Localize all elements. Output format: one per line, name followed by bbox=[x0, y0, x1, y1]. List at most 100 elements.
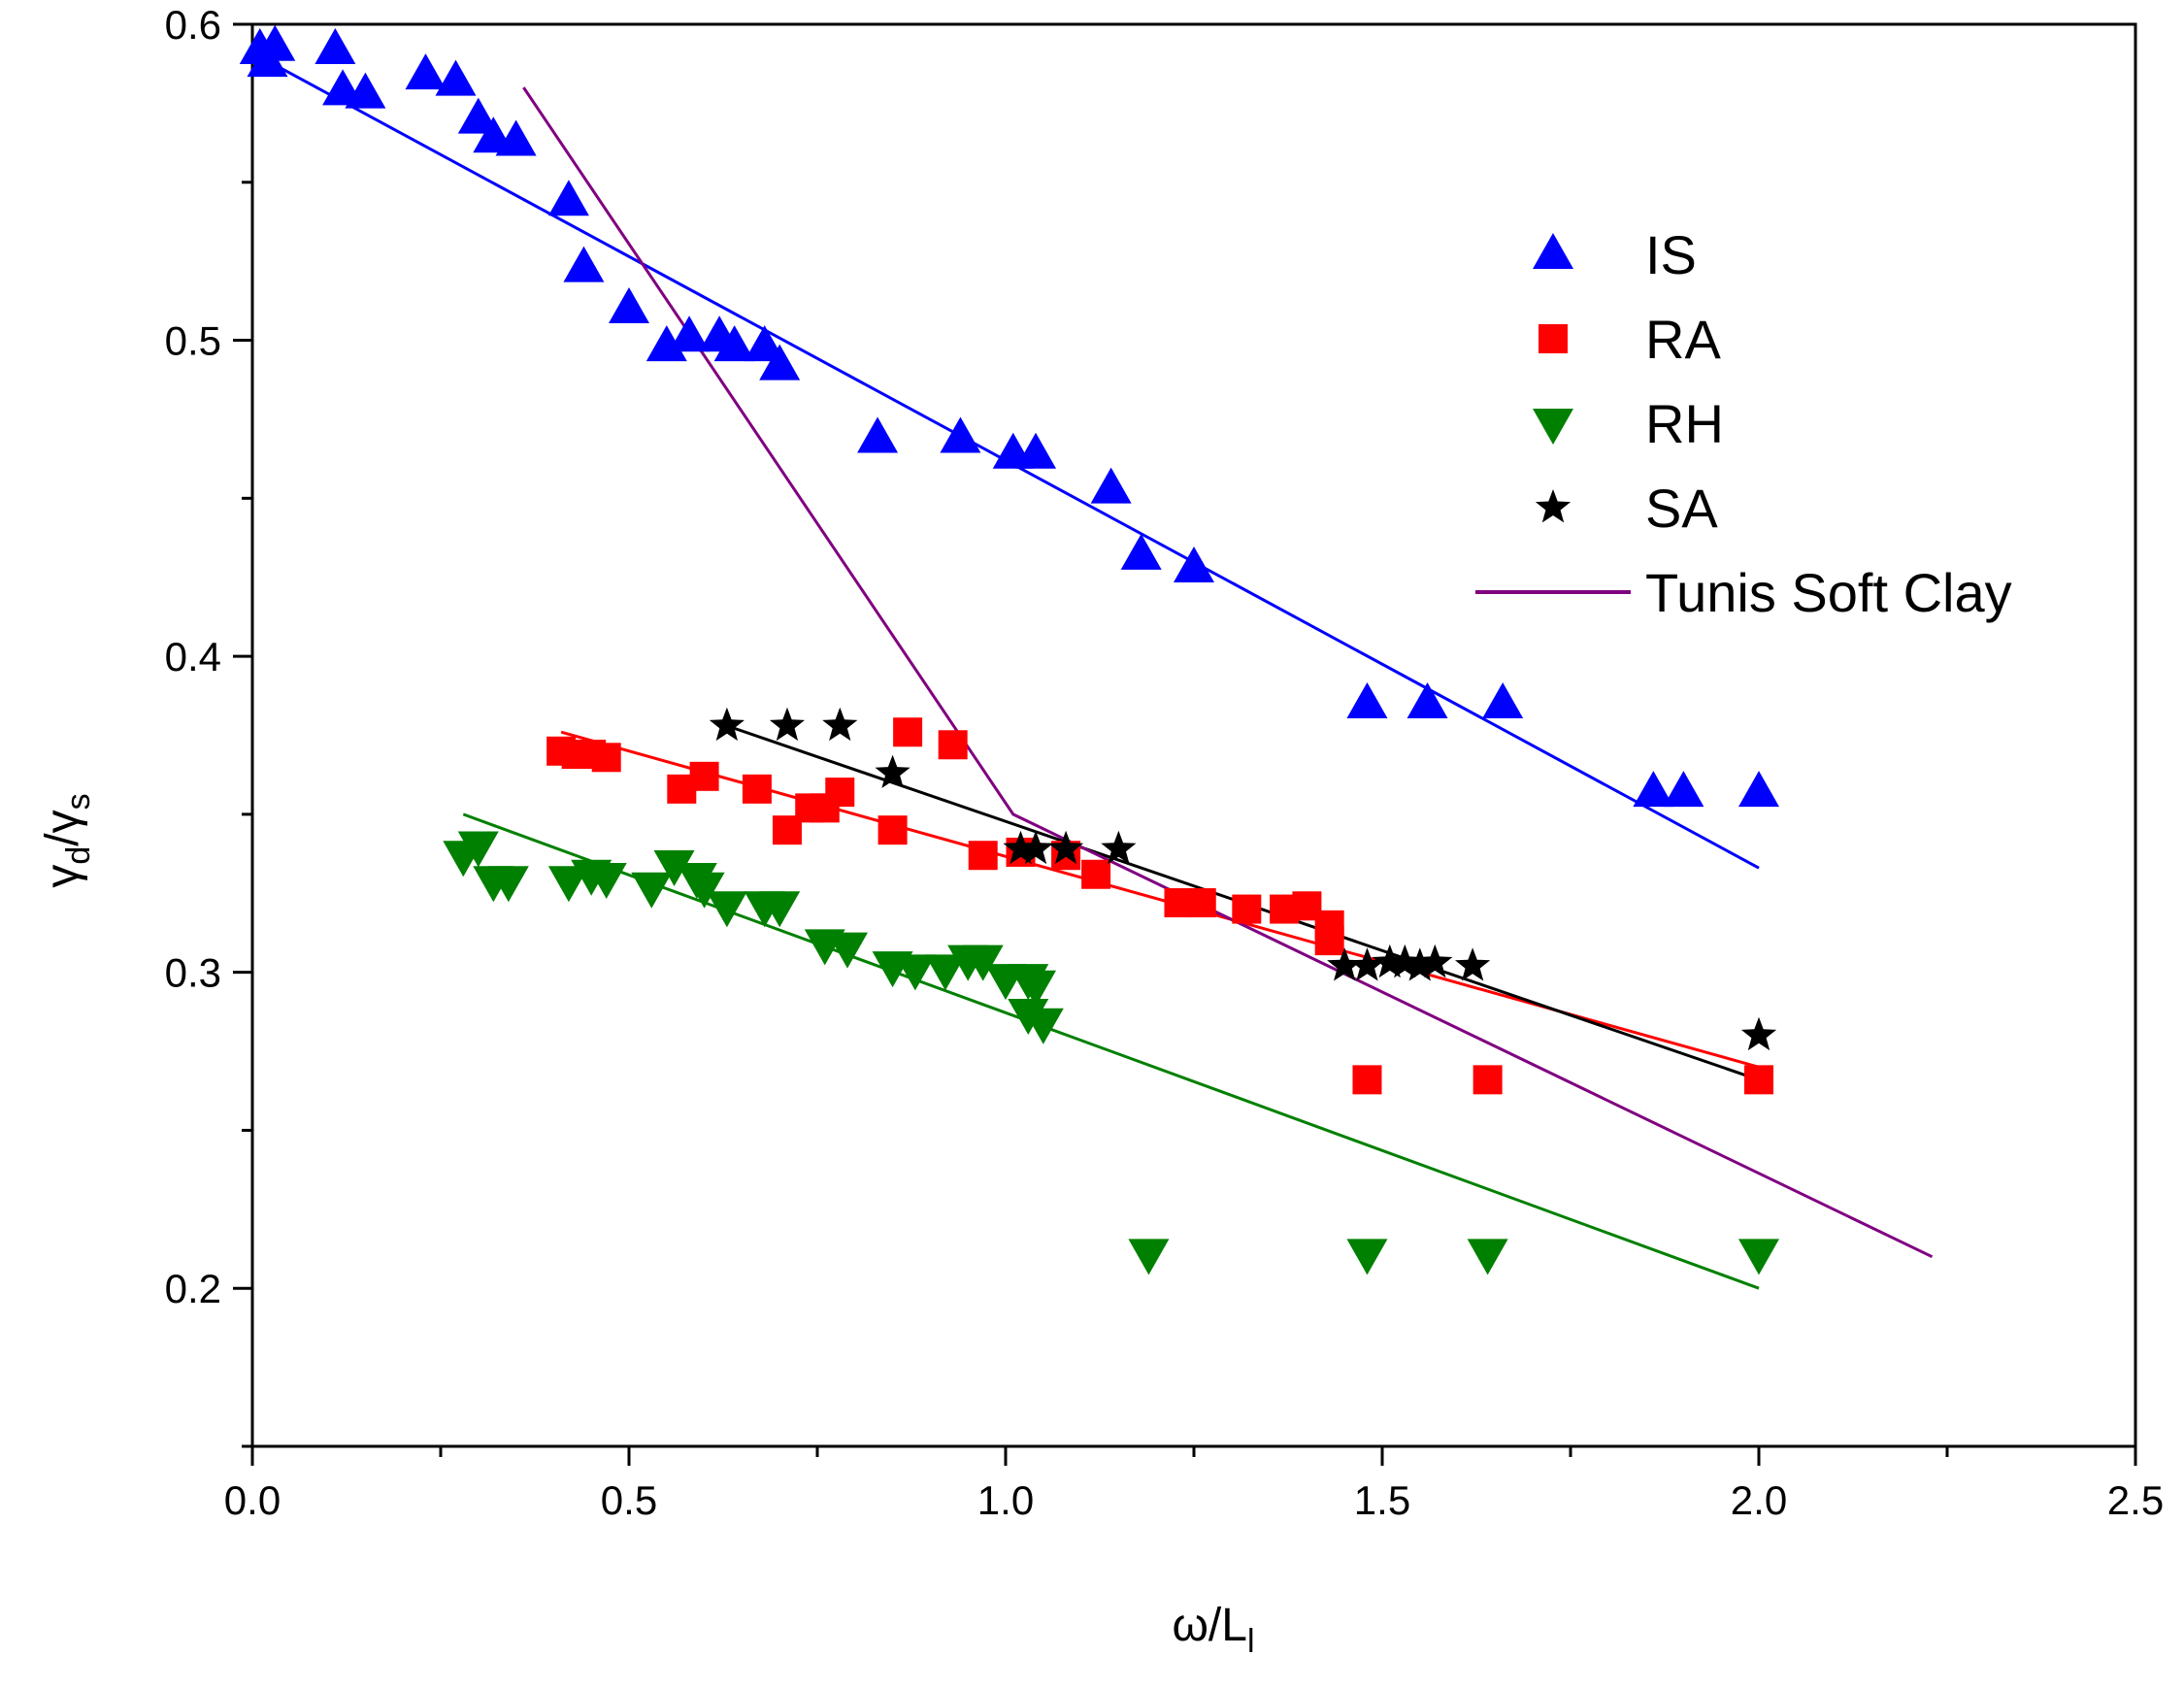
legend-item-rh: RH bbox=[1533, 393, 1724, 454]
sa-point bbox=[1455, 947, 1491, 981]
is-point bbox=[1738, 771, 1779, 808]
y-tick-label: 0.4 bbox=[165, 634, 221, 679]
y-axis-title: γd/γs bbox=[37, 793, 97, 887]
is-point bbox=[1346, 681, 1388, 718]
ra-point bbox=[1473, 1065, 1503, 1095]
x-tick-label: 0.0 bbox=[224, 1477, 281, 1523]
is-point bbox=[1015, 432, 1057, 469]
rh-point bbox=[653, 849, 695, 886]
plot-frame bbox=[250, 22, 2137, 1448]
rh-point bbox=[1128, 1239, 1170, 1275]
is-point bbox=[645, 325, 687, 362]
legend-label: SA bbox=[1645, 478, 1718, 539]
ra-point bbox=[1081, 859, 1111, 889]
is-point bbox=[1120, 533, 1162, 570]
rh-point bbox=[962, 944, 1004, 981]
ra-point bbox=[893, 717, 923, 747]
sa-point bbox=[1417, 944, 1453, 978]
sa-point bbox=[1003, 830, 1039, 865]
rh-point bbox=[1467, 1239, 1508, 1275]
ra-point bbox=[591, 743, 621, 773]
data-markers bbox=[239, 24, 1779, 1275]
rh-point bbox=[1022, 1008, 1064, 1044]
sa-point bbox=[1740, 1016, 1777, 1051]
ra-point bbox=[689, 761, 719, 791]
is-point bbox=[1090, 467, 1132, 504]
is-point bbox=[254, 24, 296, 61]
is-point bbox=[1482, 681, 1524, 718]
is-point bbox=[563, 246, 605, 282]
y-tick-label: 0.6 bbox=[165, 2, 221, 48]
is-point bbox=[669, 315, 711, 352]
is-point bbox=[435, 59, 477, 96]
rh-point bbox=[457, 831, 499, 868]
is-point bbox=[405, 53, 447, 90]
legend-item-is: IS bbox=[1533, 224, 1697, 285]
is-point bbox=[1663, 771, 1704, 808]
legend-label: RH bbox=[1645, 393, 1724, 454]
sa-point bbox=[1101, 830, 1137, 865]
sa-point bbox=[1372, 944, 1407, 978]
ra-point bbox=[968, 841, 998, 871]
legend-swatch bbox=[1533, 409, 1573, 445]
sa-point bbox=[1048, 830, 1084, 865]
sa-point bbox=[875, 754, 910, 788]
is-point bbox=[744, 325, 785, 362]
sa-point bbox=[822, 707, 858, 742]
ra-point bbox=[877, 815, 908, 845]
is-point bbox=[495, 119, 537, 156]
y-tick-label: 0.5 bbox=[165, 318, 221, 364]
legend-swatch bbox=[1539, 324, 1568, 353]
x-tick-label: 2.5 bbox=[2107, 1477, 2164, 1523]
ra-point bbox=[1186, 888, 1216, 918]
rh-point bbox=[827, 932, 869, 969]
is-point bbox=[713, 325, 755, 362]
legend-label: Tunis Soft Clay bbox=[1645, 562, 2012, 623]
is-point bbox=[457, 97, 499, 134]
rh-point bbox=[1738, 1239, 1779, 1275]
ra-point bbox=[938, 730, 968, 760]
rh-point bbox=[1346, 1239, 1388, 1275]
rh-point bbox=[1015, 970, 1057, 1007]
y-tick-label: 0.3 bbox=[165, 950, 221, 996]
is-point bbox=[1633, 771, 1674, 808]
legend-item-ra: RA bbox=[1539, 309, 1721, 370]
rh-point bbox=[683, 872, 725, 909]
is-point bbox=[1406, 681, 1448, 718]
is-point bbox=[314, 28, 356, 65]
is-point bbox=[345, 72, 386, 109]
y-tick-label: 0.2 bbox=[165, 1266, 221, 1311]
rh-point bbox=[547, 866, 589, 903]
legend-swatch bbox=[1535, 489, 1572, 523]
is-point bbox=[1174, 546, 1214, 582]
sa-point bbox=[1018, 830, 1054, 865]
ra-point bbox=[1232, 894, 1262, 924]
x-tick-label: 1.0 bbox=[977, 1477, 1034, 1523]
rh-point bbox=[487, 866, 529, 903]
is-point bbox=[547, 180, 589, 216]
ra-point bbox=[1352, 1065, 1382, 1095]
is-point bbox=[609, 287, 649, 323]
legend-item-sa: SA bbox=[1535, 478, 1718, 539]
rh-point bbox=[894, 954, 936, 991]
legend-item-tunis-soft-clay: Tunis Soft Clay bbox=[1475, 562, 2012, 623]
is-point bbox=[857, 416, 899, 453]
ra-point bbox=[742, 774, 772, 804]
rh-point bbox=[631, 872, 673, 909]
axes: 0.0 0.5 1.0 1.5 2.0 2.5 0.2 0.3 0.4 0.5 0.6 bbox=[165, 2, 2165, 1523]
rh-point bbox=[585, 863, 627, 899]
rh-point bbox=[706, 891, 747, 928]
x-axis-title: ω/Ll bbox=[1172, 1600, 1254, 1660]
legend-swatch bbox=[1533, 233, 1573, 269]
rh-point bbox=[759, 891, 801, 928]
legend: IS RA RH SA Tunis Soft Clay bbox=[1475, 224, 2012, 623]
rh-point bbox=[924, 954, 966, 991]
legend-label: RA bbox=[1645, 309, 1721, 370]
is-point bbox=[759, 344, 801, 381]
sa-point bbox=[769, 707, 805, 742]
ra-point bbox=[1744, 1065, 1773, 1095]
x-tick-label: 1.5 bbox=[1354, 1477, 1410, 1523]
ra-point bbox=[1314, 926, 1344, 956]
sa-point bbox=[709, 707, 745, 742]
